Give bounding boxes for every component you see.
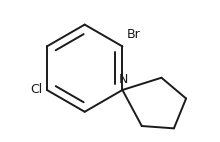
Text: Br: Br	[127, 29, 140, 41]
Text: Cl: Cl	[30, 83, 42, 96]
Text: N: N	[119, 73, 128, 86]
